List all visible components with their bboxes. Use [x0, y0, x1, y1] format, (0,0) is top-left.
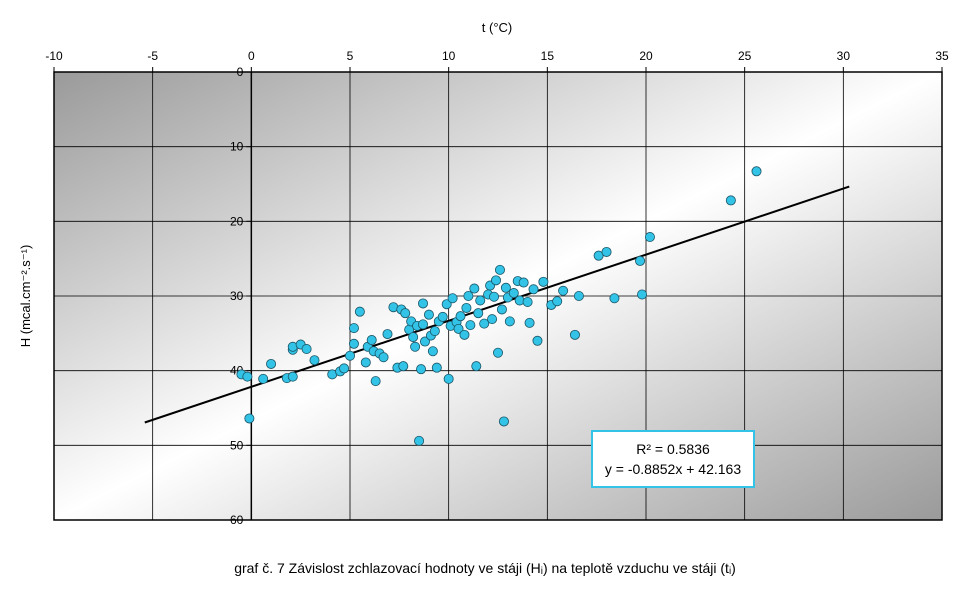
- data-point: [378, 352, 389, 363]
- data-point: [498, 416, 509, 427]
- data-point: [473, 308, 484, 319]
- data-point: [382, 329, 393, 340]
- data-point: [410, 341, 421, 352]
- y-tick-label: 60: [230, 513, 244, 527]
- data-point: [573, 290, 584, 301]
- data-point: [487, 314, 498, 325]
- data-point: [635, 255, 646, 266]
- x-tick-label: 20: [639, 49, 653, 63]
- y-tick-label: 30: [230, 289, 244, 303]
- data-point: [552, 296, 563, 307]
- y-tick-label: 20: [230, 214, 244, 228]
- data-points: [236, 166, 762, 446]
- data-point: [414, 435, 425, 446]
- data-point: [500, 282, 511, 293]
- data-point: [453, 323, 464, 334]
- data-point: [508, 288, 519, 299]
- data-point: [348, 338, 359, 349]
- data-point: [427, 346, 438, 357]
- data-point: [637, 289, 648, 300]
- data-point: [494, 264, 505, 275]
- x-tick-label: 30: [837, 49, 851, 63]
- data-point: [496, 304, 507, 315]
- data-point: [258, 373, 269, 384]
- data-point: [751, 166, 762, 177]
- x-tick-label: 15: [541, 49, 555, 63]
- data-point: [609, 293, 620, 304]
- data-point: [528, 284, 539, 295]
- data-point: [465, 320, 476, 331]
- equation-label: y = -0.8852x + 42.163: [604, 461, 742, 477]
- data-point: [366, 335, 377, 346]
- data-point: [244, 413, 255, 424]
- data-point: [518, 277, 529, 288]
- data-point: [416, 364, 427, 375]
- data-point: [287, 371, 298, 382]
- data-point: [479, 318, 490, 329]
- data-point: [423, 309, 434, 320]
- data-point: [429, 326, 440, 337]
- figure-caption: graf č. 7 Závislost zchlazovací hodnoty …: [234, 560, 736, 576]
- data-point: [431, 362, 442, 373]
- data-point: [469, 283, 480, 294]
- data-point: [725, 195, 736, 206]
- data-point: [398, 361, 409, 372]
- data-point: [348, 323, 359, 334]
- data-point: [360, 357, 371, 368]
- data-point: [538, 276, 549, 287]
- data-point: [459, 329, 470, 340]
- data-point: [266, 358, 277, 369]
- data-point: [419, 336, 430, 347]
- x-tick-label: 10: [442, 49, 456, 63]
- data-point: [354, 306, 365, 317]
- data-point: [441, 299, 452, 310]
- trendline-equation-box: R² = 0.5836 y = -0.8852x + 42.163: [591, 430, 755, 488]
- data-point: [447, 293, 458, 304]
- x-tick-label: 0: [248, 49, 255, 63]
- data-point: [524, 317, 535, 328]
- data-point: [504, 316, 515, 327]
- data-point: [489, 291, 500, 302]
- data-point: [558, 285, 569, 296]
- data-point: [532, 335, 543, 346]
- data-point: [492, 347, 503, 358]
- data-point: [475, 295, 486, 306]
- y-tick-label: 10: [230, 140, 244, 154]
- y-tick-label: 0: [237, 65, 244, 79]
- data-point: [522, 296, 533, 307]
- data-point: [339, 363, 350, 374]
- x-tick-label: 25: [738, 49, 752, 63]
- y-axis-title: H (mcal.cm⁻².s⁻¹): [18, 245, 33, 348]
- x-tick-label: 35: [935, 49, 949, 63]
- data-point: [601, 246, 612, 257]
- data-point: [418, 319, 429, 330]
- data-point: [309, 355, 320, 366]
- data-point: [400, 308, 411, 319]
- data-point: [370, 376, 381, 387]
- data-point: [463, 290, 474, 301]
- axes: [53, 67, 943, 521]
- data-point: [455, 311, 466, 322]
- data-point: [461, 302, 472, 313]
- y-tick-label: 50: [230, 438, 244, 452]
- x-tick-label: -5: [147, 49, 158, 63]
- x-tick-label: -10: [45, 49, 63, 63]
- x-tick-label: 5: [347, 49, 354, 63]
- data-point: [569, 329, 580, 340]
- data-point: [471, 361, 482, 372]
- data-point: [242, 371, 253, 382]
- r-squared-label: R² = 0.5836: [636, 441, 710, 457]
- data-point: [408, 332, 419, 343]
- data-point: [301, 344, 312, 355]
- data-point: [443, 373, 454, 384]
- data-point: [344, 350, 355, 361]
- x-axis-title: t (°C): [482, 20, 512, 35]
- data-point: [418, 298, 429, 309]
- data-point: [437, 311, 448, 322]
- data-point: [491, 275, 502, 286]
- data-point: [644, 232, 655, 243]
